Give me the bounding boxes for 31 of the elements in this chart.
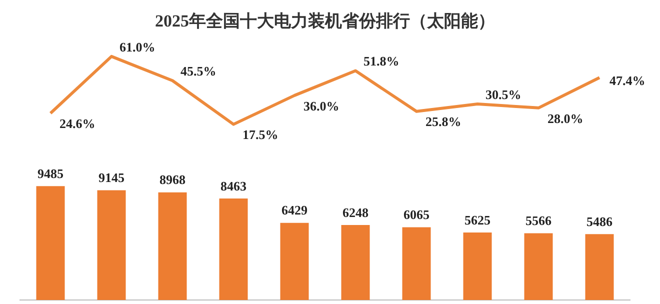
data-label: 5625 — [464, 212, 491, 228]
data-label: 9145 — [98, 170, 125, 186]
data-label: 5486 — [586, 214, 613, 230]
data-label: 6065 — [404, 207, 430, 222]
bar — [341, 225, 370, 300]
data-label: 8463 — [220, 178, 247, 194]
bar — [36, 186, 65, 300]
data-label: 25.8% — [426, 114, 462, 130]
data-label: 6248 — [342, 204, 369, 220]
data-label: 17.5% — [242, 127, 278, 142]
bar — [463, 232, 492, 300]
bar — [524, 233, 553, 300]
data-label: 9485 — [38, 166, 64, 182]
chart-title: 2025年全国十大电力装机省份排行（太阳能） — [155, 12, 495, 31]
bar — [585, 234, 614, 300]
data-label: 51.8% — [364, 54, 400, 69]
bar — [219, 198, 248, 300]
bar — [280, 222, 309, 300]
data-label: 45.5% — [180, 63, 216, 78]
bar — [158, 192, 187, 300]
data-label: 5566 — [526, 213, 552, 228]
data-label: 24.6% — [60, 116, 96, 132]
data-label: 6429 — [282, 202, 308, 218]
bar — [97, 190, 126, 300]
data-label: 36.0% — [304, 98, 340, 114]
data-label: 28.0% — [548, 110, 584, 126]
data-label: 47.4% — [610, 73, 646, 88]
bar — [402, 227, 431, 300]
data-label: 30.5% — [486, 86, 522, 102]
data-label: 8968 — [160, 172, 186, 188]
data-label: 61.0% — [120, 39, 156, 54]
